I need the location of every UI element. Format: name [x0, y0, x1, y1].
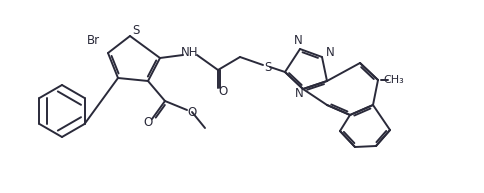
Text: O: O: [143, 117, 152, 130]
Text: N: N: [294, 87, 303, 101]
Text: Br: Br: [86, 35, 99, 47]
Text: S: S: [264, 62, 271, 74]
Text: O: O: [218, 85, 227, 98]
Text: CH₃: CH₃: [383, 75, 404, 85]
Text: S: S: [132, 25, 139, 37]
Text: O: O: [187, 107, 196, 119]
Text: N: N: [325, 47, 333, 59]
Text: N: N: [293, 35, 302, 47]
Text: NH: NH: [181, 47, 198, 59]
